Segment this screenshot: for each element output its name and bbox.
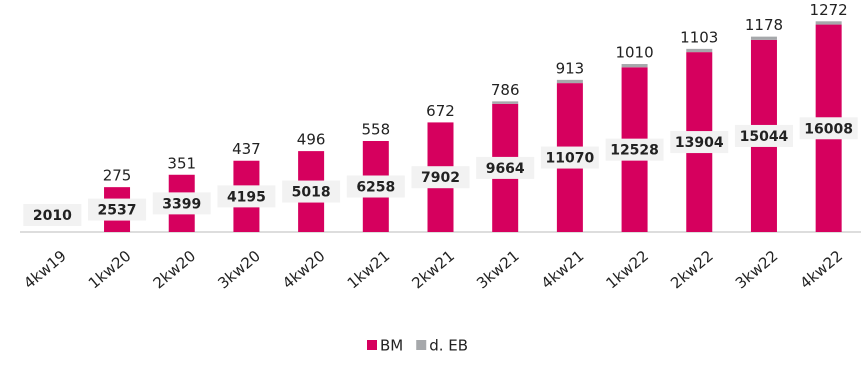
box-label: 13904 xyxy=(675,135,724,151)
box-label: 7902 xyxy=(421,170,460,186)
value-label: 437 xyxy=(232,140,261,158)
box-label: 5018 xyxy=(292,185,331,201)
value-label: 1178 xyxy=(745,16,783,34)
x-tick-label: 4kw20 xyxy=(279,247,329,293)
label-box xyxy=(476,156,535,179)
value-label: 672 xyxy=(426,102,455,120)
value-label: 913 xyxy=(556,59,585,77)
label-box xyxy=(346,175,405,198)
label-box xyxy=(217,185,276,208)
legend-label: BM xyxy=(380,337,403,355)
value-label: 1010 xyxy=(615,44,653,62)
x-tick-label: 3kw20 xyxy=(214,247,264,293)
x-tick-label: 4kw19 xyxy=(20,247,70,293)
bar-segment xyxy=(686,48,713,53)
x-tick-label: 4kw21 xyxy=(538,247,588,293)
label-box xyxy=(799,117,858,140)
x-tick-label: 2kw22 xyxy=(667,247,717,293)
label-box xyxy=(605,138,664,161)
box-label: 16008 xyxy=(804,121,853,137)
box-label: 4195 xyxy=(227,189,266,205)
label-box xyxy=(152,192,211,215)
box-label: 15044 xyxy=(740,129,789,145)
bar-segment xyxy=(621,64,648,68)
label-box xyxy=(23,204,82,226)
label-box xyxy=(88,198,147,221)
x-tick-label: 3kw21 xyxy=(473,247,523,293)
x-tick-label: 4kw22 xyxy=(797,247,847,293)
box-label: 11070 xyxy=(546,151,595,167)
bar-segment xyxy=(750,36,777,40)
label-box xyxy=(411,166,470,189)
x-tick-label: 2kw20 xyxy=(150,247,200,293)
box-label: 6258 xyxy=(356,180,395,196)
label-box xyxy=(734,124,793,147)
value-label: 275 xyxy=(103,167,132,185)
value-label: 558 xyxy=(361,121,390,139)
label-box xyxy=(540,146,599,169)
bar-segment xyxy=(815,21,842,25)
value-label: 351 xyxy=(167,154,196,172)
label-box xyxy=(282,180,341,203)
box-label: 3399 xyxy=(162,196,201,212)
box-label: 12528 xyxy=(610,143,659,159)
bar-segment xyxy=(556,79,583,84)
box-label: 9664 xyxy=(486,161,525,177)
legend-swatch xyxy=(367,340,377,350)
x-tick-label: 3kw22 xyxy=(732,247,782,293)
bar-segment xyxy=(492,101,519,104)
label-box xyxy=(670,131,729,154)
x-tick-label: 1kw20 xyxy=(85,247,135,293)
x-tick-label: 2kw21 xyxy=(408,247,458,293)
box-label: 2010 xyxy=(33,208,72,224)
x-tick-label: 1kw22 xyxy=(602,247,652,293)
legend-swatch xyxy=(416,340,427,350)
value-label: 496 xyxy=(297,131,326,149)
value-label: 1103 xyxy=(680,28,718,46)
value-label: 786 xyxy=(491,81,520,99)
box-label: 2537 xyxy=(98,203,137,219)
legend-label: d. EB xyxy=(429,337,468,355)
value-label: 1272 xyxy=(810,1,848,19)
x-tick-label: 1kw21 xyxy=(344,247,394,293)
